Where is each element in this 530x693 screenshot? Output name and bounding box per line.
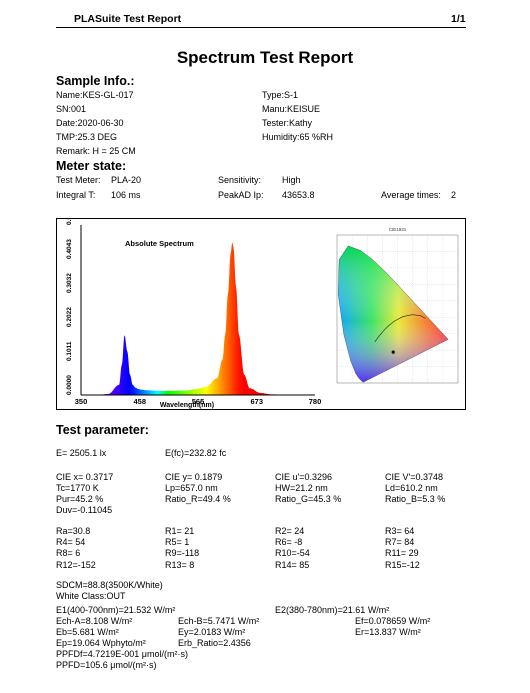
test-parameter-heading: Test parameter: (56, 423, 149, 437)
y-tick-label: 0.0000 (66, 375, 73, 395)
planckian-locus (374, 314, 426, 343)
test-meter-label: Test Meter: (56, 175, 101, 185)
r11: R11= 29 (385, 548, 419, 558)
ef: Ef=0.078659 W/m² (355, 616, 431, 626)
sample-name: Name:KES-GL-017 (56, 90, 134, 100)
erb-ratio: Erb_Ratio=2.4356 (178, 638, 251, 648)
r4: R4= 54 (56, 537, 86, 547)
cie-gamut-shade (338, 245, 449, 383)
ppfdf: PPFDf=4.7219E-001 μmol/(m²·s) (56, 649, 188, 659)
sample-manu: Manu:KEISUE (262, 104, 321, 114)
pur: Pur=45.2 % (56, 494, 104, 504)
er: Er=13.837 W/m² (355, 627, 421, 637)
page-title: Spectrum Test Report (176, 48, 354, 67)
r1: R1= 21 (165, 526, 195, 536)
y-tick-label: 0.1011 (66, 341, 73, 361)
cie-title: CIE1931 (389, 227, 407, 232)
cie-x: CIE x= 0.3717 (56, 472, 114, 482)
illuminance-fc: E(fc)=232.82 fc (165, 448, 227, 458)
absolute-spectrum-chart: 350 458 565 673 780 0.0000 0.1011 0.2022 0.3032 0… (66, 219, 322, 409)
sample-remark: Remark: H = 25 CM (56, 146, 136, 156)
test-meter-value: PLA-20 (111, 175, 142, 185)
r15: R15=-12 (385, 560, 420, 570)
r6: R6= -8 (275, 537, 303, 547)
r5: R5= 1 (165, 537, 190, 547)
y-tick-label: 0.4043 (66, 239, 73, 259)
y-tick-label: 0.2022 (66, 307, 73, 327)
eb: Eb=5.681 W/m² (56, 627, 119, 637)
e2-irradiance: E2(380-780nm)=21.61 W/m² (275, 605, 390, 615)
ey: Ey=2.0183 W/m² (178, 627, 246, 637)
cie-chromaticity-diagram: CIE1931 (336, 227, 459, 384)
cie-y: CIE y= 0.1879 (165, 472, 223, 482)
ra: Ra=30.8 (56, 526, 91, 536)
sample-type: Type:S-1 (262, 90, 299, 100)
sample-tester: Tester:Kathy (262, 118, 313, 128)
meter-state-heading: Meter state: (56, 159, 127, 173)
cie-measured-point (391, 350, 395, 354)
sample-date: Date:2020-06-30 (56, 118, 124, 128)
peakad-value: 43653.8 (282, 190, 315, 200)
cie-v: CIE V'=0.3748 (385, 472, 444, 482)
ratio-b: Ratio_B=5.3 % (385, 494, 446, 504)
sdcm: SDCM=88.8(3500K/White) (56, 580, 163, 590)
r7: R7= 84 (385, 537, 415, 547)
ppfd: PPFD=105.6 μmol/(m²·s) (56, 660, 157, 670)
ech-b: Ech-B=5.7471 W/m² (178, 616, 260, 626)
average-times-label: Average times: (381, 190, 441, 200)
x-tick-label: 780 (309, 397, 322, 406)
ratio-g: Ratio_G=45.3 % (275, 494, 342, 504)
page-number: 1/1 (451, 13, 466, 25)
r8: R8= 6 (56, 548, 81, 558)
r3: R3= 64 (385, 526, 415, 536)
y-tick-label: 0.5054 (66, 219, 73, 225)
r10: R10=-54 (275, 548, 310, 558)
chart-panel: 350 458 565 673 780 0.0000 0.1011 0.2022 0.3032 0… (56, 218, 466, 410)
r14: R14= 85 (275, 560, 310, 570)
x-tick-label: 458 (134, 397, 147, 406)
y-tick-label: 0.3032 (66, 273, 73, 293)
ld: Ld=610.2 nm (385, 483, 438, 493)
r12: R12=-152 (56, 560, 96, 570)
integral-label: Integral T: (56, 190, 96, 200)
x-tick-label: 565 (192, 397, 205, 406)
r9: R9=-118 (165, 548, 200, 558)
x-tick-label: 673 (251, 397, 264, 406)
sample-humidity: Humidity:65 %RH (262, 132, 334, 142)
integral-value: 106 ms (111, 190, 141, 200)
sensitivity-value: High (282, 175, 301, 185)
illuminance-lx: E= 2505.1 lx (56, 448, 107, 458)
x-axis-title: Wavelength(nm) (160, 402, 214, 409)
tc: Tc=1770 K (56, 483, 99, 493)
lp: Lp=657.0 nm (165, 483, 218, 493)
white-class: White Class:OUT (56, 591, 126, 601)
x-tick-label: 350 (75, 397, 88, 406)
cie-u: CIE u'=0.3296 (275, 472, 333, 482)
duv: Duv=-0.11045 (56, 505, 113, 515)
spectrum-area (81, 242, 315, 395)
average-times-value: 2 (451, 190, 457, 200)
sample-info-heading: Sample Info.: (56, 74, 135, 88)
ep: Ep=19.064 Wphyto/m² (56, 638, 146, 648)
hw: HW=21.2 nm (275, 483, 328, 493)
sample-sn: SN:001 (56, 104, 87, 114)
e1-irradiance: E1(400-700nm)=21.532 W/m² (56, 605, 176, 615)
r2: R2= 24 (275, 526, 305, 536)
sample-tmp: TMP:25.3 DEG (56, 132, 118, 142)
r13: R13= 8 (165, 560, 195, 570)
sensitivity-label: Sensitivity: (218, 175, 262, 185)
report-header-title: PLASuite Test Report (74, 13, 182, 25)
ech-a: Ech-A=8.108 W/m² (56, 616, 133, 626)
header-divider (56, 27, 466, 28)
ratio-r: Ratio_R=49.4 % (165, 494, 231, 504)
spectrum-title: Absolute Spectrum (125, 239, 194, 248)
peakad-label: PeakAD Ip: (218, 190, 264, 200)
